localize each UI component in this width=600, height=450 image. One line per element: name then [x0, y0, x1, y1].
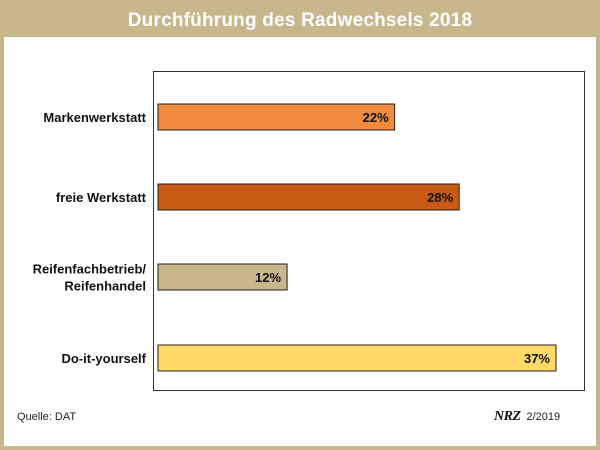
title-bar: Durchführung des Radwechsels 2018	[4, 4, 596, 37]
publisher-logo: NRZ	[494, 409, 521, 424]
bar-0	[157, 103, 396, 131]
source-label: Quelle: DAT	[17, 411, 77, 423]
category-label-0: Markenwerkstatt	[43, 110, 146, 125]
category-label-1: freie Werkstatt	[56, 190, 147, 205]
category-label-3: Do-it-yourself	[62, 351, 147, 366]
bar-2	[157, 263, 288, 291]
bar-3	[157, 344, 557, 372]
value-label-3: 37%	[524, 351, 550, 366]
value-label-1: 28%	[427, 190, 453, 205]
chart-title: Durchführung des Radwechsels 2018	[127, 9, 473, 31]
category-label-2: Reifenfachbetrieb/Reifenhandel	[33, 262, 147, 294]
footer-right: NRZ 2/2019	[494, 409, 560, 425]
value-label-2: 12%	[255, 270, 281, 285]
publication-date: 2/2019	[526, 411, 561, 423]
value-label-0: 22%	[363, 110, 389, 125]
bar-1	[157, 183, 460, 211]
